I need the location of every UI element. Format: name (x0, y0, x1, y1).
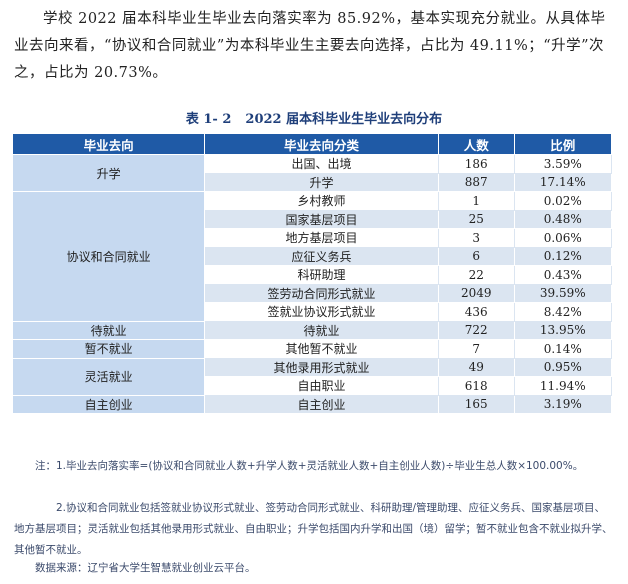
count-cell: 25 (437, 209, 515, 229)
ratio-cell: 0.95% (513, 357, 612, 377)
note: 2.协议和合同就业包括签就业协议形式就业、签劳动合同形式就业、科研助理/管理助理… (14, 502, 613, 556)
group-cell: 协议和合同就业 (11, 191, 206, 322)
category-cell: 地方基层项目 (204, 228, 439, 248)
count-cell: 165 (437, 394, 515, 414)
caption-title: 2022 届本科毕业生毕业去向分布 (245, 112, 443, 127)
category-cell: 自由职业 (204, 376, 439, 396)
table-row: 科研助理 22 0.43% (13, 265, 612, 285)
caption-number: 表 1- 2 (185, 112, 232, 127)
count-cell: 7 (437, 339, 515, 359)
count-cell: 1 (437, 191, 515, 211)
table-row: 地方基层项目 3 0.06% (13, 228, 612, 248)
paragraph: 学校 2022 届本科毕业生毕业去向落实率为 85.92%，基本实现充分就业。从… (14, 11, 606, 81)
count-cell: 22 (437, 265, 515, 285)
ratio-cell: 39.59% (513, 283, 612, 303)
table-row: 协议和合同就业 乡村教师 1 0.02% (11, 191, 612, 322)
table-row: 灵活就业 其他录用形式就业 49 0.95% (11, 357, 612, 396)
category-cell: 自主创业 (204, 394, 439, 414)
ratio-cell: 3.59% (513, 154, 612, 174)
category-cell: 出国、出境 (204, 154, 439, 174)
category-cell: 其他录用形式就业 (204, 357, 439, 377)
ratio-cell: 17.14% (513, 172, 612, 192)
table-row: 待就业 待就业 722 13.95% (11, 320, 612, 340)
table-row: 自由职业 618 11.94% (13, 376, 612, 396)
table-row: 暂不就业 其他暂不就业 7 0.14% (11, 339, 612, 359)
ratio-cell: 13.95% (513, 320, 612, 340)
category-cell: 乡村教师 (204, 191, 439, 211)
note: 注：1.毕业去向落实率=(协议和合同就业人数+升学人数+灵活就业人数+自主创业人… (35, 460, 584, 472)
count-cell: 618 (437, 376, 515, 396)
ratio-cell: 11.94% (513, 376, 612, 396)
header-cell: 毕业去向分类 (204, 133, 439, 155)
category-cell: 待就业 (204, 320, 439, 340)
count-cell: 2049 (437, 283, 515, 303)
count-cell: 186 (437, 154, 515, 174)
table-caption: 表 1- 2 2022 届本科毕业生毕业去向分布 (0, 108, 628, 127)
ratio-cell: 0.43% (513, 265, 612, 285)
count-cell: 6 (437, 246, 515, 266)
count-cell: 436 (437, 302, 515, 322)
group-cell: 暂不就业 (11, 339, 206, 359)
source: 数据来源：辽宁省大学生智慧就业创业云平台。 (35, 562, 256, 574)
table-row: 国家基层项目 25 0.48% (13, 209, 612, 229)
count-cell: 887 (437, 172, 515, 192)
table-row: 应征义务兵 6 0.12% (13, 246, 612, 266)
table-row: 自主创业 自主创业 165 3.19% (11, 394, 612, 414)
header-row: 毕业去向 毕业去向分类 人数 比例 (11, 133, 612, 155)
category-cell: 应征义务兵 (204, 246, 439, 266)
group-cell: 待就业 (11, 320, 206, 340)
group-cell: 升学 (11, 154, 206, 192)
header-cell: 毕业去向 (11, 133, 206, 155)
count-cell: 3 (437, 228, 515, 248)
header-cell: 人数 (437, 133, 515, 155)
table-row: 签就业协议形式就业 436 8.42% (13, 302, 612, 322)
ratio-cell: 8.42% (513, 302, 612, 322)
category-cell: 签劳动合同形式就业 (204, 283, 439, 303)
ratio-cell: 0.14% (513, 339, 612, 359)
header-cell: 比例 (513, 133, 612, 155)
ratio-cell: 0.02% (513, 191, 612, 211)
table-row: 升学 出国、出境 186 3.59% (11, 154, 612, 192)
category-cell: 国家基层项目 (204, 209, 439, 229)
count-cell: 49 (437, 357, 515, 377)
category-cell: 其他暂不就业 (204, 339, 439, 359)
group-cell: 自主创业 (11, 394, 206, 414)
group-cell: 灵活就业 (11, 357, 206, 396)
count-cell: 722 (437, 320, 515, 340)
category-cell: 升学 (204, 172, 439, 192)
ratio-cell: 0.06% (513, 228, 612, 248)
table-row: 升学 887 17.14% (13, 172, 612, 192)
ratio-cell: 0.48% (513, 209, 612, 229)
category-cell: 科研助理 (204, 265, 439, 285)
ratio-cell: 0.12% (513, 246, 612, 266)
table: 毕业去向 毕业去向分类 人数 比例 升学 出国、出境 186 3.59% 升学 887 17.14%… (11, 133, 612, 414)
category-cell: 签就业协议形式就业 (204, 302, 439, 322)
ratio-cell: 3.19% (513, 394, 612, 414)
